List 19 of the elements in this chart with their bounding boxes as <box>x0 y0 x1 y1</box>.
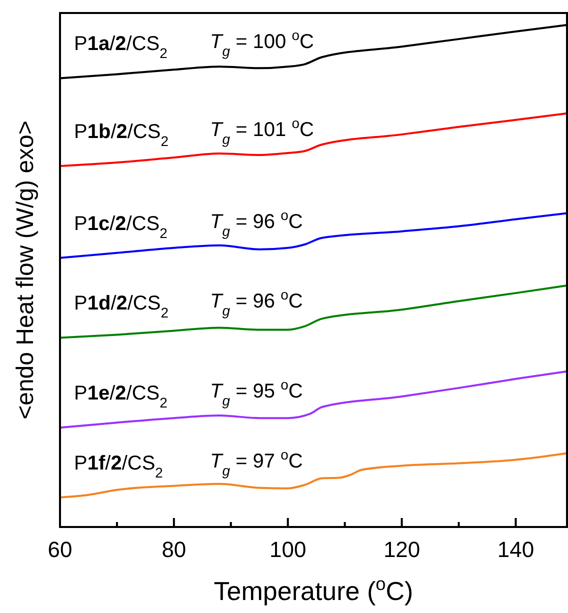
series-label: P1d/2/CS$_{2}$ <box>74 292 169 321</box>
series-label: P1f/2/CS$_{2}$ <box>74 452 164 480</box>
series-label: P1b/2/CS$_{2}$ <box>74 121 169 150</box>
annotation: T$_{g}$ = 100 $^{o}$C <box>210 27 314 60</box>
x-axis-title: Temperature ($^{o}$C) <box>214 574 414 606</box>
x-tick-label: 140 <box>497 537 534 562</box>
annotation: T$_{g}$ = 101 $^{o}$C <box>210 115 314 148</box>
annotation: T$_{g}$ = 95 $^{o}$C <box>210 376 303 409</box>
series-label: P1c/2/CS$_{2}$ <box>74 212 168 241</box>
x-tick-label: 60 <box>48 537 72 562</box>
x-tick-label: 120 <box>383 537 420 562</box>
y-axis-title: <endo Heat flow (W/g) exo> <box>12 120 39 420</box>
series-label: P1e/2/CS$_{2}$ <box>74 382 168 411</box>
x-tick-label: 100 <box>270 537 306 562</box>
annotation: T$_{g}$ = 97 $^{o}$C <box>210 446 303 478</box>
annotation: T$_{g}$ = 96 $^{o}$C <box>210 206 303 239</box>
annotation: T$_{g}$ = 96 $^{o}$C <box>210 286 303 319</box>
x-tick-label: 80 <box>162 537 186 562</box>
series-label: P1a/2/CS$_{2}$ <box>74 33 168 62</box>
